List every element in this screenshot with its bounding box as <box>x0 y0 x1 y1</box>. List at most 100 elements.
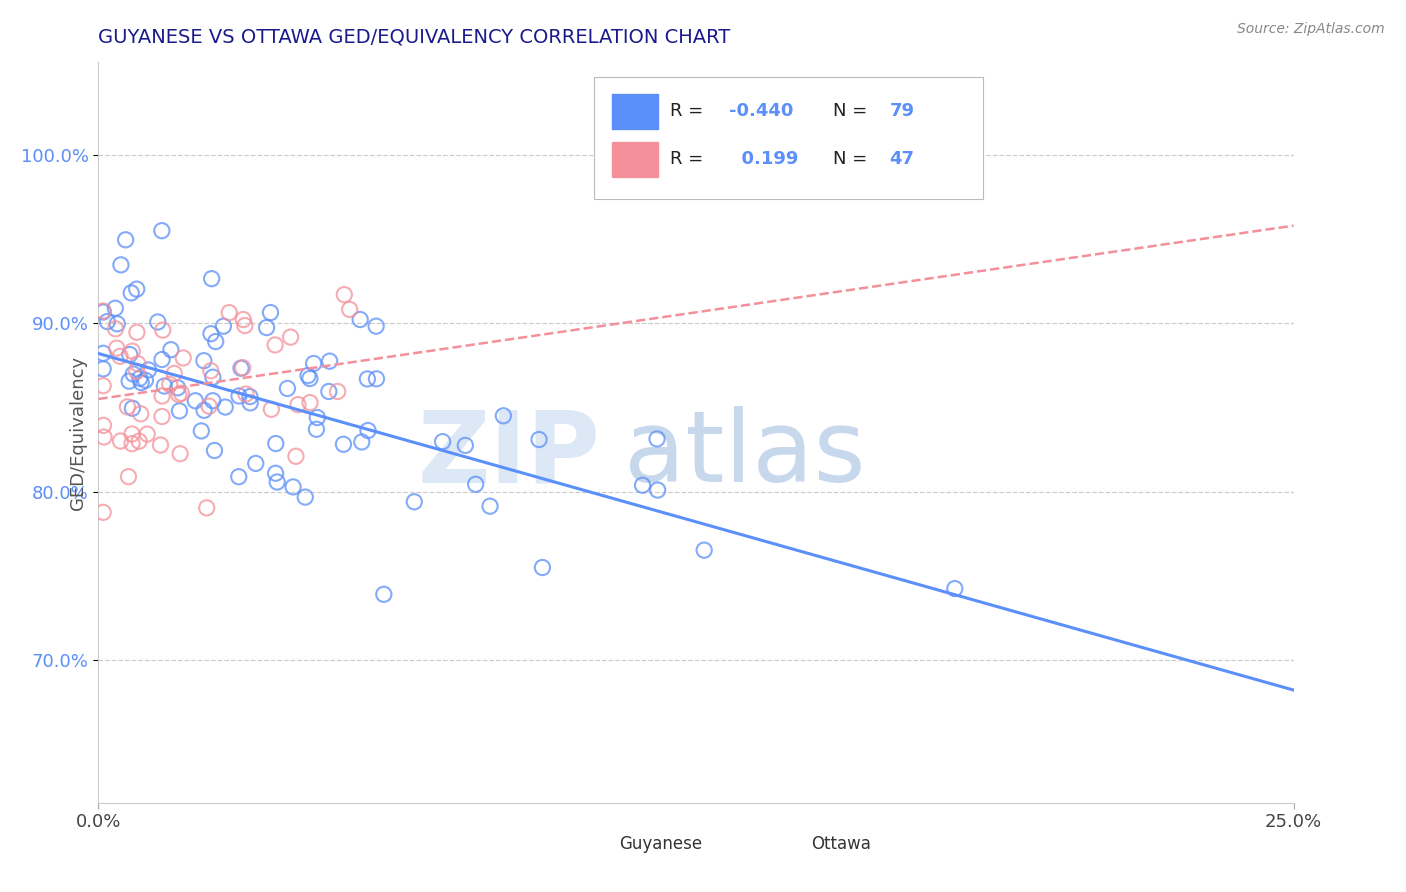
Point <box>232 312 254 326</box>
Text: 47: 47 <box>890 150 914 168</box>
Point <box>218 305 240 319</box>
Bar <box>613 94 658 129</box>
Point <box>146 315 169 329</box>
Point <box>693 543 716 558</box>
Point <box>128 371 150 385</box>
Point <box>943 582 966 596</box>
Point <box>464 477 486 491</box>
Point <box>91 305 114 319</box>
Point <box>195 500 218 515</box>
Point <box>200 364 222 378</box>
Point <box>91 505 114 519</box>
Point <box>117 400 139 414</box>
Point <box>125 364 148 378</box>
Point <box>163 367 186 381</box>
Point <box>229 361 252 376</box>
Point <box>125 282 148 296</box>
Point <box>118 374 141 388</box>
Point <box>169 447 191 461</box>
Point <box>276 381 298 395</box>
Point <box>357 424 380 438</box>
Point <box>150 224 173 238</box>
Point <box>287 398 309 412</box>
Point <box>150 352 173 367</box>
Point <box>138 363 160 377</box>
Point <box>333 287 356 301</box>
Point <box>280 330 302 344</box>
Text: atlas: atlas <box>624 407 866 503</box>
Point <box>136 427 159 442</box>
Point <box>167 387 190 401</box>
Point <box>235 387 257 401</box>
Point <box>302 356 325 370</box>
Point <box>121 401 143 416</box>
Point <box>305 422 328 436</box>
Point <box>117 469 139 483</box>
Point <box>260 402 283 417</box>
Point <box>190 424 212 438</box>
Point <box>326 384 349 399</box>
Point <box>91 346 114 360</box>
Point <box>492 409 515 423</box>
Point <box>214 400 236 414</box>
Point <box>108 349 131 363</box>
Point <box>104 301 127 316</box>
Point <box>259 305 281 319</box>
Point <box>373 587 395 601</box>
Point <box>121 436 143 450</box>
Point <box>170 386 193 401</box>
Point <box>531 560 554 574</box>
Point <box>198 399 221 413</box>
Point <box>349 312 371 326</box>
Point <box>201 271 224 285</box>
Point <box>479 499 502 513</box>
Point <box>631 478 654 492</box>
Point <box>281 480 304 494</box>
Point <box>121 427 143 442</box>
Point <box>366 372 388 386</box>
Point <box>150 389 173 403</box>
Point <box>350 434 373 449</box>
Point <box>169 404 191 418</box>
Text: R =: R = <box>669 102 703 120</box>
Point <box>118 347 141 361</box>
Point <box>184 393 207 408</box>
Point <box>404 495 426 509</box>
Point <box>454 438 477 452</box>
Text: Ottawa: Ottawa <box>811 835 870 853</box>
Bar <box>768 829 804 858</box>
Point <box>152 323 174 337</box>
Point <box>110 434 132 448</box>
Point <box>228 389 250 403</box>
Point <box>121 344 143 359</box>
Point <box>264 338 287 352</box>
Text: 0.199: 0.199 <box>730 150 799 168</box>
Point <box>150 409 173 424</box>
Point <box>129 407 152 421</box>
Point <box>204 334 226 349</box>
Point <box>193 353 215 368</box>
Point <box>294 490 316 504</box>
Point <box>318 384 340 399</box>
Point <box>128 434 150 449</box>
Point <box>298 371 321 385</box>
Point <box>256 320 278 334</box>
Point <box>160 343 183 357</box>
Point <box>193 403 215 417</box>
Point <box>201 393 224 408</box>
Text: R =: R = <box>669 150 703 168</box>
Point <box>204 443 226 458</box>
Text: Guyanese: Guyanese <box>620 835 703 853</box>
Point <box>332 437 354 451</box>
Bar <box>576 829 613 858</box>
Point <box>134 373 156 387</box>
Text: GUYANESE VS OTTAWA GED/EQUIVALENCY CORRELATION CHART: GUYANESE VS OTTAWA GED/EQUIVALENCY CORRE… <box>98 28 731 47</box>
Text: Source: ZipAtlas.com: Source: ZipAtlas.com <box>1237 22 1385 37</box>
Point <box>212 319 235 334</box>
Point <box>264 436 287 450</box>
Point <box>105 341 128 355</box>
Point <box>122 367 145 381</box>
Point <box>93 418 115 433</box>
Point <box>91 304 114 318</box>
Point <box>105 317 128 331</box>
